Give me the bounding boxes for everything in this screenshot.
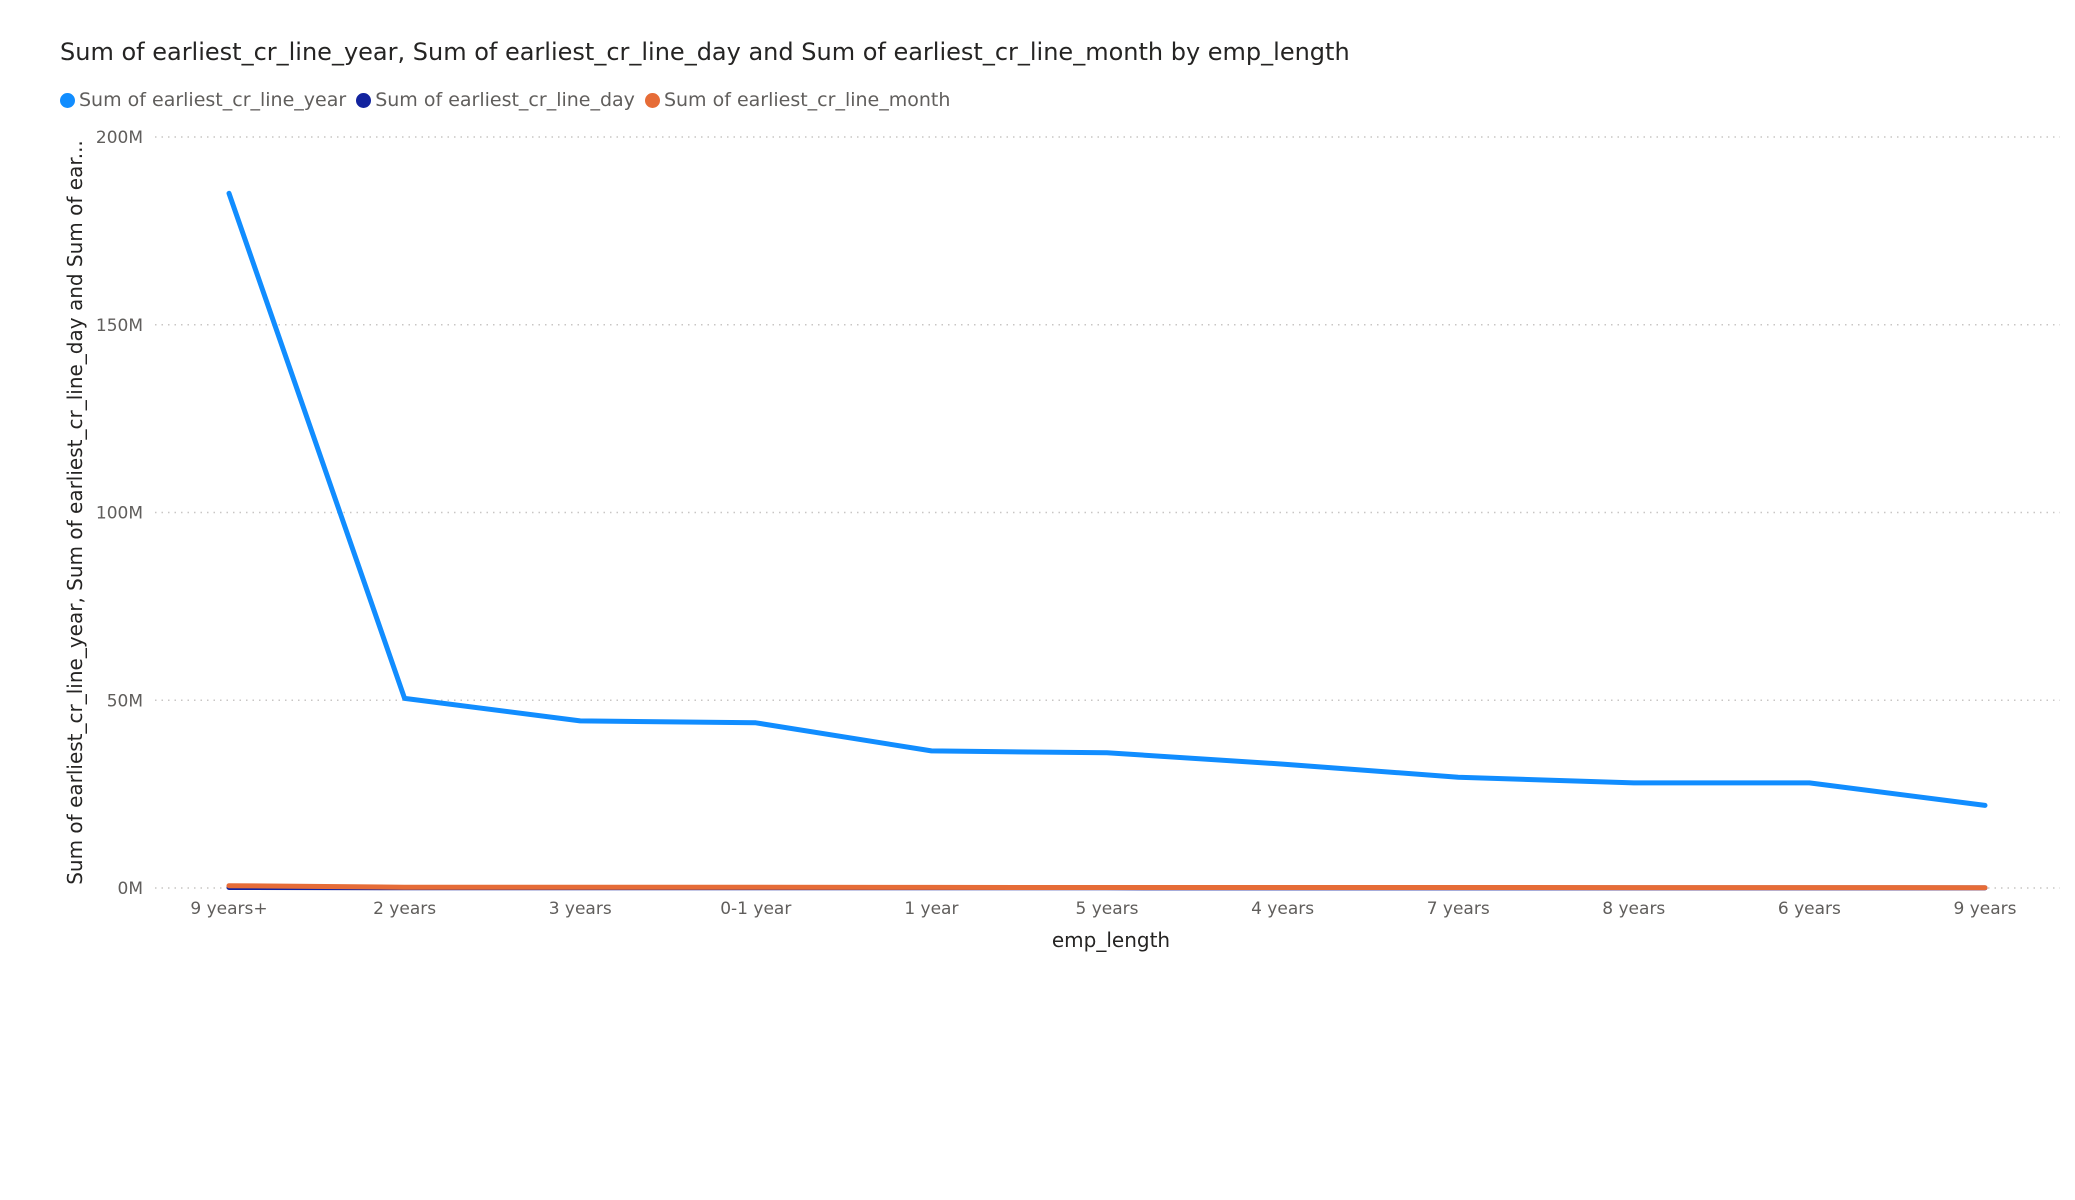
legend-marker-year bbox=[60, 92, 75, 108]
x-tick-label: 2 years bbox=[373, 899, 436, 919]
x-tick-label: 1 year bbox=[904, 899, 958, 919]
x-tick-label: 3 years bbox=[549, 899, 612, 919]
y-tick-label: 100M bbox=[96, 504, 143, 524]
x-tick-label: 8 years bbox=[1602, 899, 1665, 919]
legend-item-day[interactable]: Sum of earliest_cr_line_day bbox=[356, 89, 635, 111]
y-tick-label: 50M bbox=[107, 691, 143, 711]
legend-label-month: Sum of earliest_cr_line_month bbox=[663, 89, 951, 111]
x-axis-title: emp_length bbox=[1052, 928, 1170, 952]
x-tick-label: 5 years bbox=[1075, 899, 1138, 919]
y-tick-label: 150M bbox=[96, 316, 143, 336]
series-line-month[interactable] bbox=[226, 883, 1988, 891]
y-tick-label: 0M bbox=[118, 879, 143, 899]
legend-marker-day bbox=[356, 92, 372, 108]
x-tick-label: 4 years bbox=[1251, 899, 1314, 919]
x-tick-label: 7 years bbox=[1427, 899, 1490, 919]
y-axis-title: Sum of earliest_cr_line_year, Sum of ear… bbox=[63, 140, 87, 885]
x-tick-label: 0-1 year bbox=[720, 899, 791, 919]
legend: Sum of earliest_cr_line_year Sum of earl… bbox=[60, 86, 960, 114]
x-tick-label: 6 years bbox=[1778, 899, 1841, 919]
legend-item-year[interactable]: Sum of earliest_cr_line_year bbox=[60, 89, 346, 111]
x-tick-label: 9 years bbox=[1953, 899, 2016, 919]
series-line-year[interactable] bbox=[226, 190, 1988, 808]
legend-label-day: Sum of earliest_cr_line_day bbox=[375, 89, 635, 111]
y-tick-label: 200M bbox=[96, 128, 143, 148]
chart-title: Sum of earliest_cr_line_year, Sum of ear… bbox=[60, 38, 1350, 66]
legend-marker-month bbox=[644, 92, 660, 108]
x-tick-label: 9 years+ bbox=[190, 899, 267, 919]
x-axis-ticks: 9 years+ 2 years 3 years 0-1 year 1 year 5 ye… bbox=[190, 899, 2016, 919]
legend-label-year: Sum of earliest_cr_line_year bbox=[79, 89, 347, 111]
legend-item-month[interactable]: Sum of earliest_cr_line_month bbox=[644, 89, 951, 111]
y-axis-ticks: 0M 50M 100M 150M 200M bbox=[96, 128, 143, 899]
series-lines[interactable] bbox=[226, 190, 1988, 891]
gridlines bbox=[155, 136, 2060, 889]
